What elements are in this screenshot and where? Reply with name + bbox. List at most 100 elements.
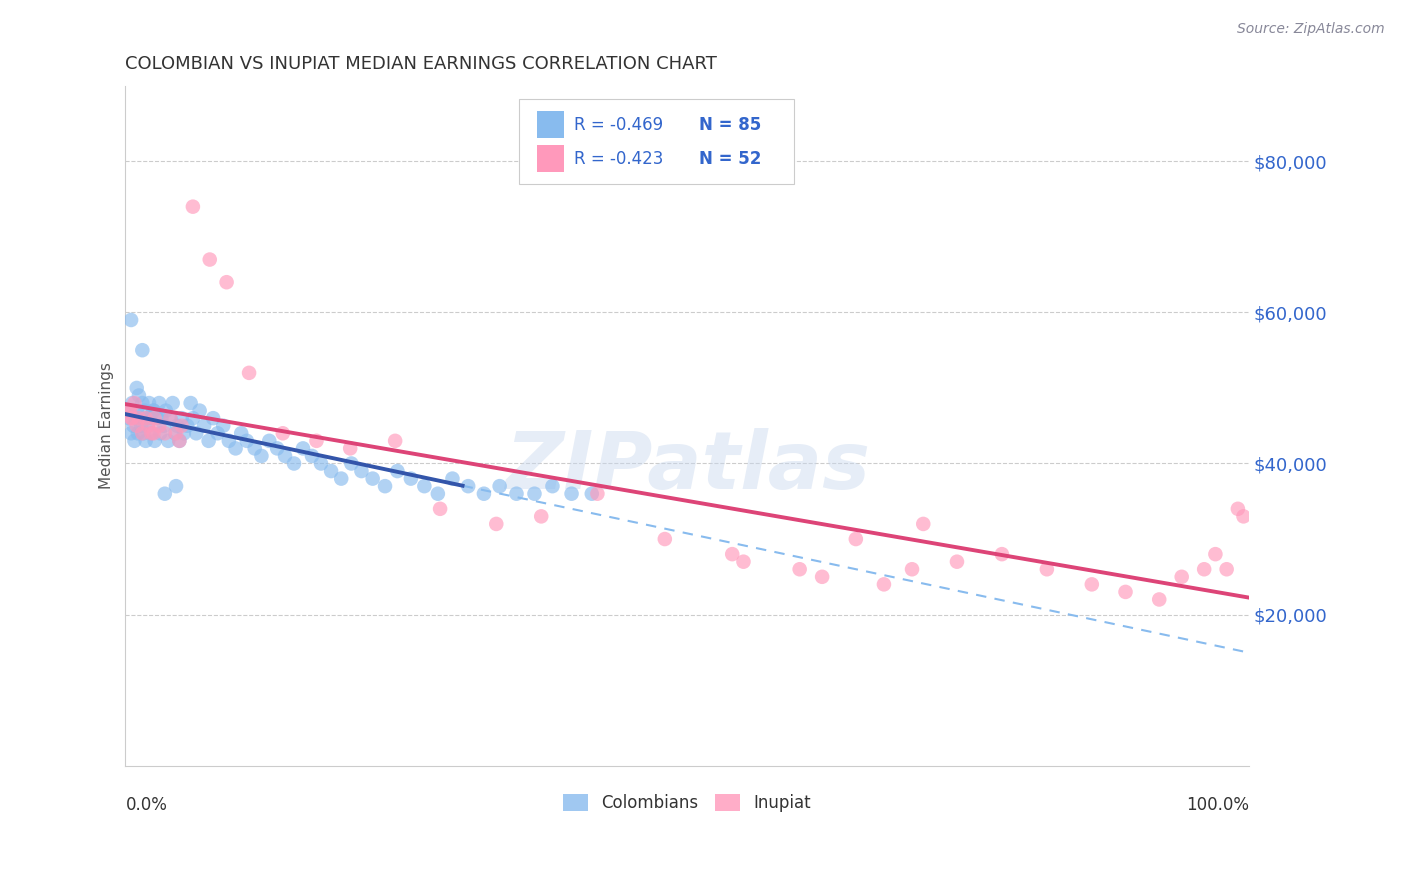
Point [135, 411, 157, 425]
Point [586, 486, 609, 500]
Point [339, 442, 361, 456]
Point [912, 516, 935, 531]
Point [301, 449, 323, 463]
Point [374, 479, 396, 493]
Point [541, 479, 564, 493]
Point [159, 411, 181, 425]
Point [120, 426, 142, 441]
Point [274, 449, 297, 463]
Point [193, 418, 215, 433]
Point [188, 403, 211, 417]
Point [1204, 547, 1226, 561]
Text: N = 85: N = 85 [699, 116, 761, 134]
Point [141, 426, 163, 441]
Point [198, 252, 221, 267]
Point [181, 200, 204, 214]
Text: 100.0%: 100.0% [1187, 797, 1249, 814]
Point [384, 434, 406, 448]
Point [186, 426, 208, 441]
Point [129, 418, 152, 433]
Point [202, 411, 225, 425]
Point [811, 570, 834, 584]
Point [426, 486, 449, 500]
Point [120, 411, 142, 425]
Point [165, 426, 187, 441]
Point [215, 275, 238, 289]
Point [118, 403, 141, 417]
FancyBboxPatch shape [537, 145, 564, 172]
Point [127, 426, 149, 441]
Text: R = -0.469: R = -0.469 [574, 116, 664, 134]
Point [157, 434, 180, 448]
Point [361, 472, 384, 486]
Y-axis label: Median Earnings: Median Earnings [100, 362, 114, 489]
Point [153, 486, 176, 500]
Point [1215, 562, 1237, 576]
Point [118, 403, 141, 417]
Point [129, 411, 152, 425]
Point [134, 403, 156, 417]
Point [485, 516, 508, 531]
Point [399, 472, 422, 486]
Point [125, 381, 148, 395]
Point [128, 411, 150, 425]
Point [721, 547, 744, 561]
Point [1170, 570, 1192, 584]
Point [131, 426, 153, 441]
Point [1192, 562, 1215, 576]
Text: Source: ZipAtlas.com: Source: ZipAtlas.com [1237, 22, 1385, 37]
Point [429, 501, 451, 516]
Point [581, 486, 603, 500]
Point [207, 426, 229, 441]
Point [124, 396, 146, 410]
Point [1226, 501, 1249, 516]
Point [149, 426, 172, 441]
Point [142, 403, 165, 417]
Point [309, 457, 332, 471]
Point [150, 411, 173, 425]
Point [259, 434, 281, 448]
Point [991, 547, 1014, 561]
Text: R = -0.423: R = -0.423 [574, 150, 664, 168]
Point [350, 464, 373, 478]
Point [266, 442, 288, 456]
Point [173, 426, 195, 441]
Point [530, 509, 553, 524]
Point [271, 426, 294, 441]
Point [330, 472, 353, 486]
Point [319, 464, 342, 478]
Point [457, 479, 479, 493]
Point [118, 403, 141, 417]
Point [159, 411, 181, 425]
Point [901, 562, 924, 576]
Point [131, 343, 153, 358]
Point [138, 396, 160, 410]
Point [305, 434, 328, 448]
Point [135, 411, 157, 425]
Point [292, 442, 315, 456]
Point [176, 418, 198, 433]
Point [169, 434, 191, 448]
Point [225, 442, 247, 456]
Point [148, 396, 170, 410]
Point [121, 396, 143, 410]
Point [148, 418, 170, 433]
Point [387, 464, 409, 478]
Point [132, 426, 155, 441]
Point [121, 411, 143, 425]
Point [238, 366, 260, 380]
Point [561, 486, 583, 500]
Point [236, 434, 259, 448]
Text: N = 52: N = 52 [699, 150, 761, 168]
Point [120, 313, 142, 327]
Point [505, 486, 527, 500]
Point [250, 449, 273, 463]
Point [135, 434, 157, 448]
Point [441, 472, 464, 486]
Point [1081, 577, 1104, 591]
Point [1036, 562, 1059, 576]
Point [162, 396, 184, 410]
Point [125, 418, 148, 433]
Point [153, 426, 176, 441]
Point [340, 457, 363, 471]
